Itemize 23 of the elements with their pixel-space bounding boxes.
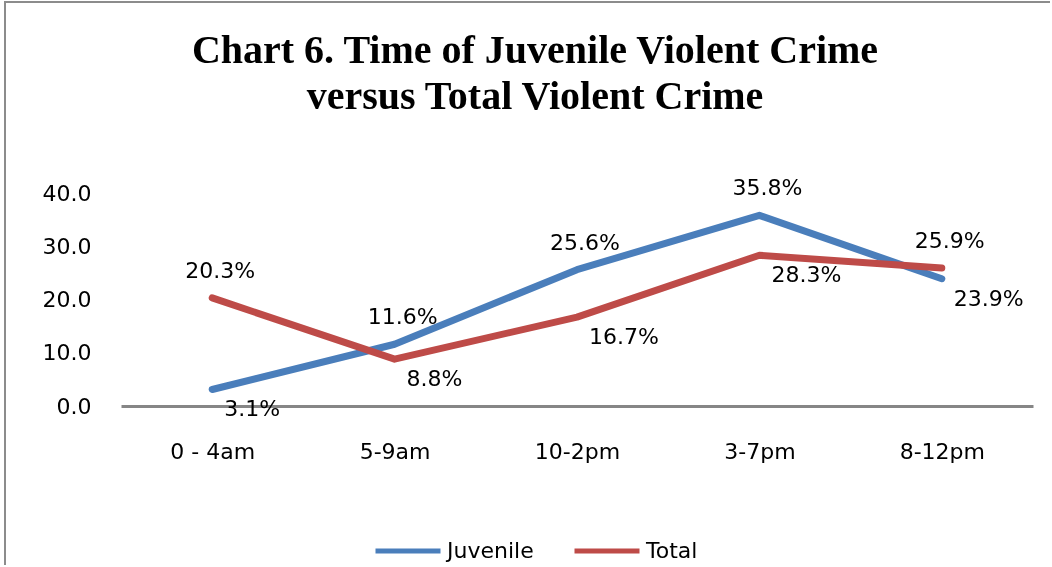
data-label: 25.6% (550, 229, 620, 255)
data-label: 25.9% (914, 228, 985, 254)
x-tick-label: 10-2pm (534, 438, 621, 464)
x-tick-label: 3-7pm (724, 438, 796, 464)
data-label: 8.8% (406, 366, 463, 392)
chart-title: Chart 6. Time of Juvenile Violent Crime versus Total Violent Crime (191, 27, 879, 119)
data-label: 11.6% (367, 304, 438, 330)
y-tick-label: 30.0 (42, 233, 92, 259)
data-label: 3.1% (224, 396, 281, 422)
legend-label: Total (645, 538, 698, 563)
data-label: 28.3% (771, 262, 842, 288)
x-tick-label: 8-12pm (899, 438, 985, 464)
data-label: 35.8% (732, 175, 803, 201)
data-label: 23.9% (953, 285, 1024, 311)
legend-label: Juvenile (445, 538, 534, 563)
y-tick-label: 20.0 (42, 287, 92, 312)
x-tick-label: 5-9am (359, 438, 431, 464)
y-tick-label: 10.0 (42, 340, 92, 366)
data-label: 16.7% (589, 324, 659, 350)
data-label: 20.3% (185, 257, 256, 283)
y-tick-label: 0.0 (56, 393, 92, 419)
x-tick-label: 0 - 4am (170, 438, 256, 464)
y-tick-label: 40.0 (42, 180, 92, 206)
